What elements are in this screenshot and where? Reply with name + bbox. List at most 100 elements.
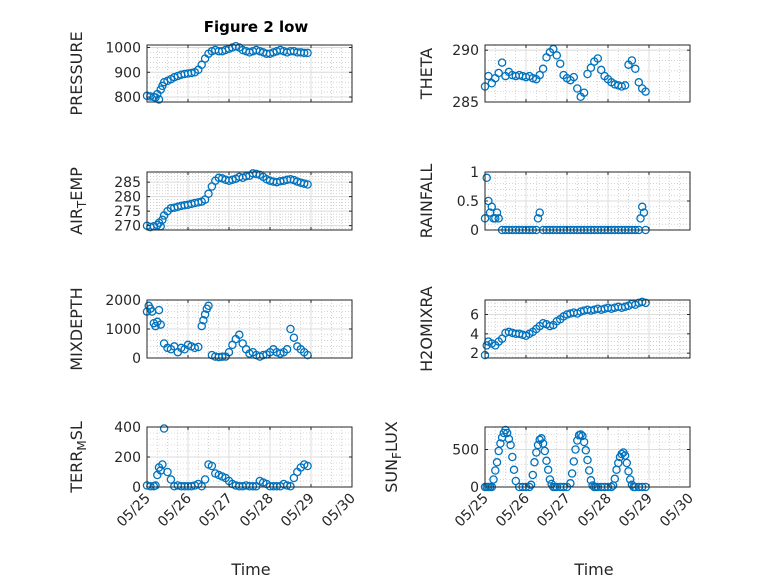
y-tick-label: 270 <box>114 219 141 235</box>
data-point <box>620 81 630 90</box>
series-air_temp <box>142 169 312 232</box>
y-tick-label: 0 <box>132 480 141 496</box>
data-point <box>197 60 206 70</box>
y-tick-label: 0 <box>132 351 141 367</box>
y-tick-label: 1 <box>470 165 479 181</box>
data-point <box>496 439 505 448</box>
x-tick-label: 05/26 <box>493 490 533 530</box>
y-tick-label: 1000 <box>105 40 141 56</box>
data-point <box>197 482 206 491</box>
y-axis-label: THETA <box>417 48 436 100</box>
axes-box <box>146 171 353 231</box>
data-point <box>627 56 637 65</box>
data-point <box>576 430 585 439</box>
data-point <box>494 68 503 78</box>
data-point <box>151 481 160 490</box>
y-tick-label: 280 <box>114 190 141 206</box>
data-point <box>194 342 203 352</box>
x-tick-label: 05/30 <box>319 491 359 531</box>
data-point <box>158 460 167 469</box>
data-point <box>567 469 577 478</box>
y-tick-label: 6 <box>470 308 479 324</box>
data-point <box>538 64 548 74</box>
y-tick-label: 285 <box>114 175 141 191</box>
data-point <box>610 474 620 484</box>
data-point <box>491 466 500 475</box>
data-point <box>583 69 592 79</box>
panel-theta: 285 290 THETA <box>417 43 691 111</box>
panel-terr_msl: 05/25 05/26 05/27 05/28 05/29 05/30 0 200 400 TER… <box>67 420 359 530</box>
data-point <box>491 214 500 223</box>
data-point <box>194 198 203 207</box>
data-point <box>156 320 165 329</box>
data-point <box>538 439 548 448</box>
data-point <box>573 84 582 93</box>
data-point <box>552 51 562 60</box>
y-tick-label: 290 <box>452 43 479 59</box>
data-point <box>542 456 551 466</box>
data-point <box>482 173 491 183</box>
data-point <box>200 310 210 319</box>
data-point <box>545 321 555 331</box>
data-point <box>593 54 603 63</box>
y-tick-label: 2 <box>470 346 479 362</box>
data-point <box>579 437 589 447</box>
data-point <box>620 302 630 312</box>
x-tick-label: 05/28 <box>237 491 277 531</box>
data-point <box>492 458 502 467</box>
data-point <box>207 461 217 471</box>
data-point <box>163 467 172 477</box>
data-point <box>637 202 647 212</box>
series-sun_flux <box>480 425 650 492</box>
data-point <box>579 88 589 97</box>
data-point <box>508 452 517 462</box>
y-tick-label: 400 <box>114 420 141 436</box>
data-point <box>502 428 512 438</box>
y-axis-label: PRESSURE <box>67 31 86 115</box>
data-point <box>204 301 213 311</box>
axes-box <box>146 44 353 103</box>
data-point <box>641 87 650 96</box>
y-tick-label: 0.5 <box>457 194 479 210</box>
data-point <box>614 458 623 468</box>
data-point <box>299 48 309 58</box>
axes-box <box>484 426 691 488</box>
x-tick-label: 05/28 <box>575 491 615 531</box>
data-point <box>538 318 548 328</box>
y-tick-label: 0 <box>470 480 479 496</box>
panel-sun_flux: 05/25 05/26 05/27 05/28 05/29 05/30 0 500 SUNFLU… <box>382 421 697 530</box>
data-point <box>494 214 503 223</box>
y-axis-label: TERRMSL <box>67 421 89 494</box>
y-tick-label: 285 <box>452 95 479 111</box>
y-tick-label: 1000 <box>105 322 141 338</box>
data-point <box>217 352 227 362</box>
data-point <box>303 461 312 471</box>
data-point <box>528 73 538 83</box>
series-h2omixra <box>480 297 650 360</box>
y-tick-label: 900 <box>114 65 141 81</box>
data-point <box>252 169 261 179</box>
panel-rainfall: 0 0.5 1 RAINFALL <box>417 164 691 239</box>
data-point <box>586 63 596 73</box>
data-point <box>634 78 644 87</box>
data-point <box>497 58 507 67</box>
data-point <box>248 482 258 491</box>
data-point <box>282 481 292 490</box>
data-point <box>282 345 292 354</box>
series-mixdepth <box>142 301 312 362</box>
data-point <box>506 440 515 450</box>
y-tick-label: 2000 <box>105 293 141 309</box>
x-axis-label-right: Time <box>573 560 613 579</box>
data-point <box>190 343 200 353</box>
data-point <box>494 446 503 456</box>
y-axis-label: RAINFALL <box>417 164 436 239</box>
data-point <box>258 350 268 360</box>
data-point <box>543 465 553 475</box>
x-tick-label: 05/29 <box>616 491 656 531</box>
y-axis-label: H2OMIXRA <box>417 286 436 372</box>
axes-box <box>484 44 691 103</box>
panel-mixdepth: 0 1000 2000 MIXDEPTH <box>67 287 353 371</box>
